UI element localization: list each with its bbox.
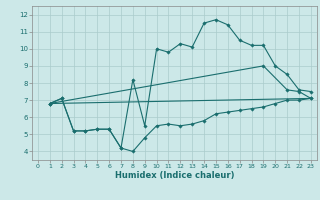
X-axis label: Humidex (Indice chaleur): Humidex (Indice chaleur) xyxy=(115,171,234,180)
